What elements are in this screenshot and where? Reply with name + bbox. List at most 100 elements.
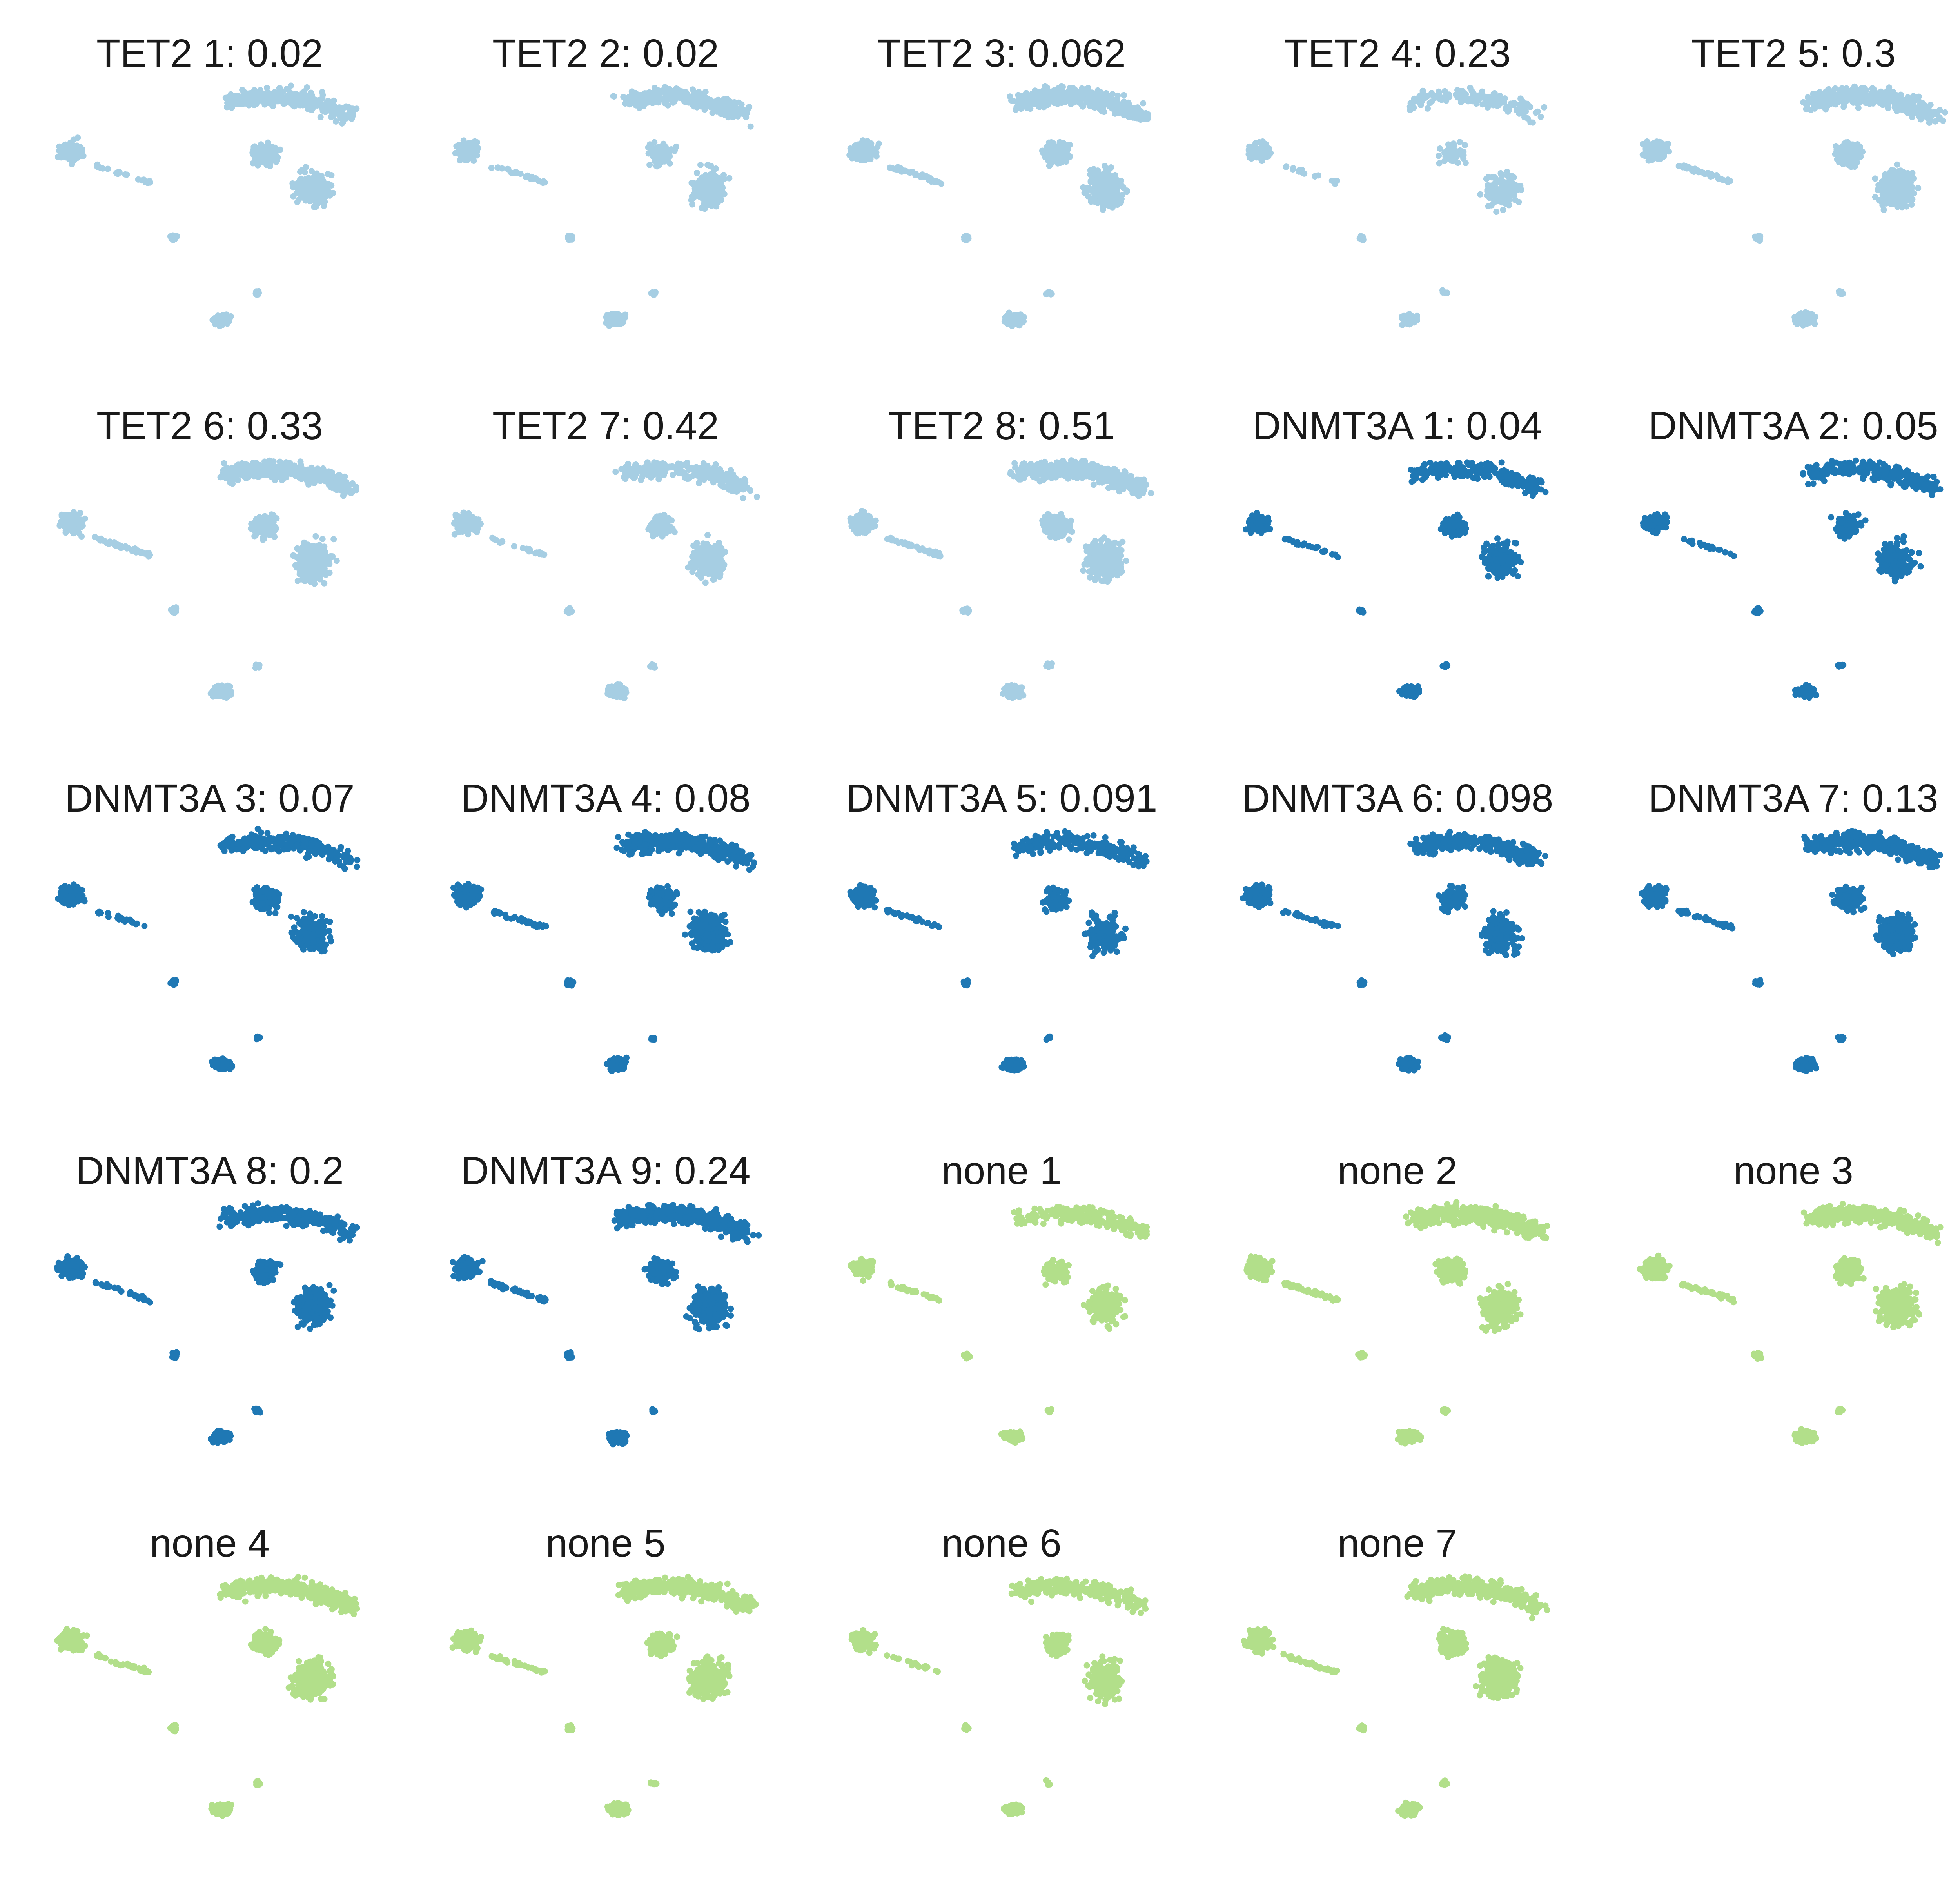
panel-tet2-4-0-23: TET2 4: 0.23 <box>1245 31 1548 328</box>
cell-point <box>726 109 733 115</box>
cell-point <box>302 164 309 171</box>
cell-point <box>1095 92 1102 98</box>
cell-point <box>1290 165 1297 171</box>
cell-point <box>321 203 327 209</box>
cell-point <box>280 100 287 107</box>
cell-point <box>1901 97 1907 104</box>
cell-point <box>1117 101 1123 108</box>
cell-point <box>1113 96 1120 103</box>
cell-point <box>314 170 320 177</box>
cell-point <box>1493 209 1500 215</box>
cell-point <box>1904 196 1910 203</box>
cell-point <box>347 108 353 115</box>
cell-point <box>1846 148 1853 155</box>
cell-point <box>100 165 106 172</box>
cell-point <box>849 155 855 162</box>
cell-point <box>1826 93 1833 100</box>
cell-point <box>1358 235 1365 242</box>
cell-point <box>662 149 668 155</box>
cell-point <box>74 134 81 141</box>
cell-point <box>716 105 723 111</box>
cell-point <box>308 89 314 96</box>
cell-point <box>1260 150 1267 157</box>
cell-point <box>1436 94 1442 101</box>
cell-point <box>1910 93 1916 100</box>
scatter-points <box>846 83 1151 329</box>
cell-point <box>1541 104 1548 111</box>
panel-title: TET2 2: 0.02 <box>492 31 719 75</box>
cell-point <box>720 172 727 178</box>
cell-point <box>620 94 627 100</box>
cell-point <box>1059 89 1065 95</box>
cell-point <box>312 177 319 183</box>
cell-point <box>249 149 256 156</box>
cell-point <box>339 120 345 127</box>
cell-point <box>469 141 475 148</box>
cell-point <box>277 146 283 153</box>
cell-point <box>1100 178 1107 184</box>
cell-point <box>94 161 101 168</box>
cell-point <box>532 175 539 182</box>
cell-point <box>1504 106 1511 113</box>
cell-point <box>1495 189 1501 195</box>
cell-point <box>1477 191 1484 198</box>
cell-point <box>1283 164 1289 170</box>
cell-point <box>1872 175 1878 182</box>
cell-point <box>1859 149 1866 155</box>
cell-point <box>1845 162 1851 168</box>
cell-point <box>302 97 309 104</box>
cell-point <box>62 148 69 154</box>
cell-point <box>1498 100 1504 106</box>
cell-point <box>611 93 617 100</box>
cell-point <box>1515 106 1521 113</box>
cell-point <box>738 101 745 108</box>
cell-point <box>1882 174 1888 181</box>
cell-point <box>725 114 731 121</box>
cell-point <box>636 105 643 111</box>
cell-point <box>330 97 337 104</box>
cell-point <box>688 197 695 203</box>
cell-point <box>964 236 970 243</box>
cell-point <box>253 101 260 107</box>
cell-point <box>279 89 286 95</box>
cell-point <box>1919 100 1926 106</box>
cell-point <box>1457 147 1463 154</box>
cell-point <box>1439 287 1446 294</box>
cell-point <box>646 162 653 168</box>
cell-point <box>721 98 728 105</box>
cell-point <box>1890 174 1897 180</box>
cell-point <box>319 107 326 114</box>
cell-point <box>227 100 233 107</box>
cell-point <box>1446 94 1453 100</box>
cell-point <box>308 186 314 193</box>
cell-point <box>1436 153 1442 159</box>
cell-point <box>115 170 122 176</box>
cell-point <box>1105 169 1112 175</box>
cell-point <box>566 236 573 242</box>
cell-point <box>726 175 733 182</box>
cell-point <box>1454 87 1461 93</box>
cell-point <box>1883 188 1889 194</box>
cell-point <box>1904 170 1911 176</box>
cell-point <box>1468 95 1474 102</box>
cell-point <box>873 153 880 160</box>
cell-point <box>1426 100 1433 106</box>
cell-point <box>1425 105 1431 112</box>
cell-point <box>508 169 514 176</box>
panel-tet2-5-0-3: TET2 5: 0.3 <box>1639 31 1948 329</box>
cell-point <box>1886 181 1893 187</box>
cell-point <box>713 191 719 197</box>
cell-point <box>1436 160 1443 167</box>
cell-point <box>69 142 76 149</box>
cell-point <box>1492 180 1498 187</box>
cell-point <box>1835 151 1842 158</box>
cell-point <box>317 114 324 120</box>
cell-point <box>319 192 325 199</box>
cell-point <box>1936 114 1943 121</box>
cell-point <box>679 89 686 96</box>
cell-point <box>1013 317 1020 323</box>
cell-point <box>1036 91 1043 97</box>
cell-point <box>1263 144 1269 151</box>
cell-point <box>1926 112 1933 118</box>
